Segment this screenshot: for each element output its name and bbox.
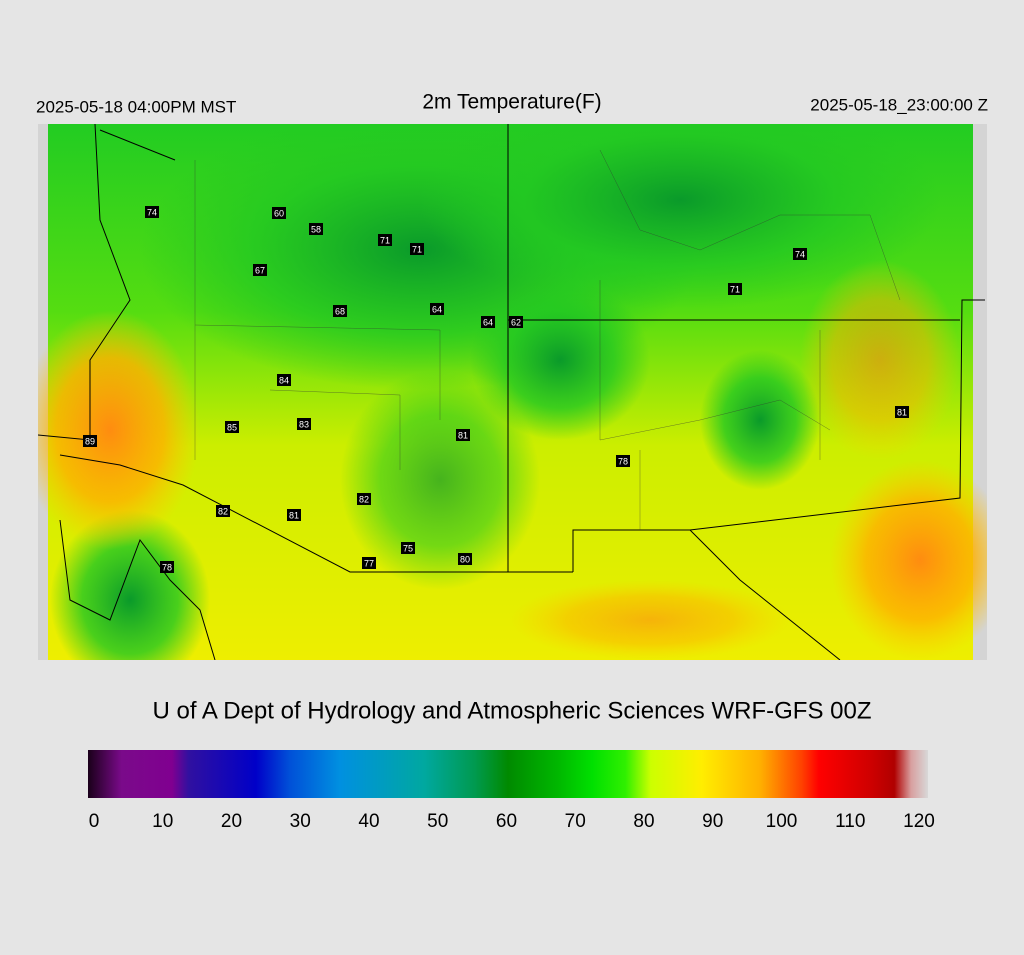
station-box xyxy=(509,316,523,328)
station-box xyxy=(362,557,376,569)
colorbar-tick-label: 40 xyxy=(358,811,379,832)
station-value: 62 xyxy=(511,317,521,327)
station-value: 81 xyxy=(897,407,907,417)
station-value: 71 xyxy=(380,235,390,245)
station-box xyxy=(309,223,323,235)
local-time: 2025-05-18 04:00PM MST xyxy=(36,97,236,116)
station-box xyxy=(616,455,630,467)
station-value: 71 xyxy=(412,244,422,254)
station-value: 78 xyxy=(162,562,172,572)
map xyxy=(38,124,987,660)
colorbar-tick-label: 10 xyxy=(152,811,173,832)
station-value: 84 xyxy=(279,375,289,385)
station-value: 82 xyxy=(218,506,228,516)
station-value: 82 xyxy=(359,494,369,504)
station-box xyxy=(430,303,444,315)
station-box xyxy=(456,429,470,441)
colorbar xyxy=(88,750,928,798)
valid-time: 2025-05-18_23:00:00 Z xyxy=(810,95,988,114)
station-value: 64 xyxy=(432,304,442,314)
station-value: 85 xyxy=(227,422,237,432)
station-value: 75 xyxy=(403,543,413,553)
colorbar-tick-label: 50 xyxy=(427,811,448,832)
station-box xyxy=(410,243,424,255)
station-value: 64 xyxy=(483,317,493,327)
station-box xyxy=(253,264,267,276)
station-box xyxy=(458,553,472,565)
station-value: 71 xyxy=(730,284,740,294)
credit: U of A Dept of Hydrology and Atmospheric… xyxy=(153,697,872,724)
station-value: 83 xyxy=(299,419,309,429)
station-box xyxy=(277,374,291,386)
map-title: 2m Temperature(F) xyxy=(422,91,601,114)
station-value: 89 xyxy=(85,436,95,446)
station-box xyxy=(378,234,392,246)
station-value: 68 xyxy=(335,306,345,316)
station-value: 80 xyxy=(460,554,470,564)
colorbar-tick-label: 20 xyxy=(221,811,242,832)
colorbar-tick-label: 60 xyxy=(496,811,517,832)
station-value: 78 xyxy=(618,456,628,466)
station-box xyxy=(357,493,371,505)
station-value: 74 xyxy=(147,207,157,217)
colorbar-tick-label: 100 xyxy=(766,811,798,832)
stations: 74 60 58 71 71 67 68 64 64 62 74 71 84 85 83 81 89 81 78 82… xyxy=(83,206,909,573)
station-value: 60 xyxy=(274,208,284,218)
station-box xyxy=(401,542,415,554)
colorbar-tick-label: 120 xyxy=(903,811,935,832)
station-box xyxy=(793,248,807,260)
colorbar-tick-label: 30 xyxy=(290,811,311,832)
station-value: 67 xyxy=(255,265,265,275)
station-value: 81 xyxy=(458,430,468,440)
station-value: 81 xyxy=(289,510,299,520)
colorbar-tick-label: 70 xyxy=(565,811,586,832)
station-box xyxy=(225,421,239,433)
station-box xyxy=(297,418,311,430)
colorbar-ticks: 0 10 20 30 40 50 60 70 80 90 100 110 120 xyxy=(89,811,935,832)
station-value: 77 xyxy=(364,558,374,568)
station-box xyxy=(272,207,286,219)
station-box xyxy=(728,283,742,295)
station-box xyxy=(895,406,909,418)
station-value: 58 xyxy=(311,224,321,234)
station-box xyxy=(333,305,347,317)
colorbar-tick-label: 110 xyxy=(835,811,865,832)
station-box xyxy=(287,509,301,521)
colorbar-tick-label: 0 xyxy=(89,811,100,832)
colorbar-tick-label: 80 xyxy=(633,811,654,832)
station-box xyxy=(481,316,495,328)
station-box xyxy=(160,561,174,573)
station-value: 74 xyxy=(795,249,805,259)
station-box xyxy=(216,505,230,517)
colorbar-tick-label: 90 xyxy=(702,811,723,832)
station-box xyxy=(145,206,159,218)
station-box xyxy=(83,435,97,447)
